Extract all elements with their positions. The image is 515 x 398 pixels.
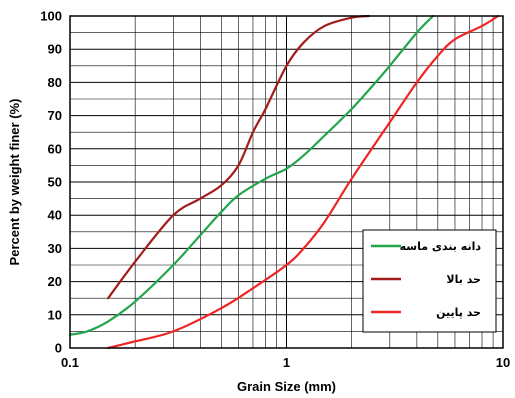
series-line-1 [68,14,435,336]
y-tick-label: 50 [48,175,62,190]
x-tick-label: 0.1 [61,355,79,370]
y-tick-label: 10 [48,307,62,322]
legend-label-3: حد پایین [436,306,481,319]
legend-box [362,229,497,333]
y-tick-label: 100 [40,9,62,24]
y-tick-label: 0 [55,341,62,356]
y-tick-label: 40 [48,208,62,223]
legend: دانه بندی ماسه حد بالا حد پایین [362,229,497,333]
y-tick-label: 20 [48,274,62,289]
series-line-2 [107,14,370,300]
plot-border [69,15,504,349]
x-tick-labels: 0.1 1 10 [61,355,510,370]
series-line-3 [107,14,500,350]
y-tick-labels: 0 10 20 30 40 50 60 70 80 90 100 [40,9,62,356]
x-tick-label: 10 [496,355,510,370]
y-tick-label: 30 [48,241,62,256]
y-tick-label: 80 [48,75,62,90]
y-axis-title: Percent by weight finer (%) [7,99,22,266]
x-axis-title: Grain Size (mm) [237,379,336,394]
legend-label-1: دانه بندی ماسه [400,240,482,253]
y-tick-label: 60 [48,141,62,156]
y-tick-label: 70 [48,108,62,123]
y-tick-label: 90 [48,42,62,57]
x-tick-label: 1 [283,355,290,370]
legend-label-2: حد بالا [446,273,481,286]
series-lines [68,14,500,350]
